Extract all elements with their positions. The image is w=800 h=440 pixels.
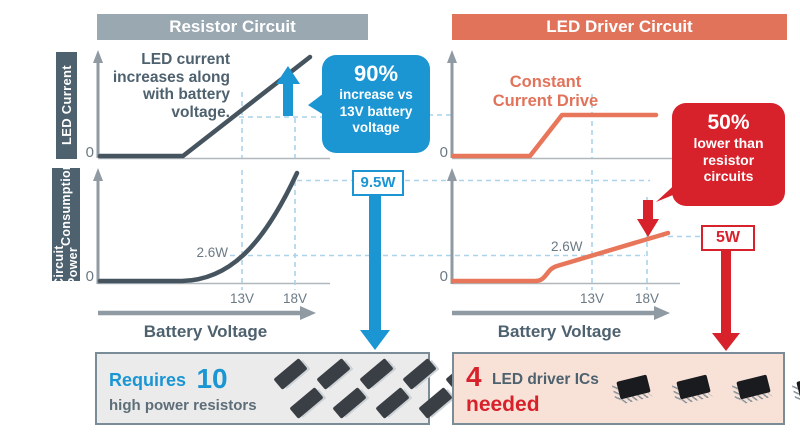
panel-title-resistor-circuit: Resistor Circuit <box>97 14 368 40</box>
row-label-led-current: LED Current <box>56 52 77 159</box>
resistor-current-curve <box>97 54 313 159</box>
note-line: LED current <box>141 51 230 68</box>
callout-headline: 90% <box>353 61 399 86</box>
resistor-icon <box>287 387 324 419</box>
panel-title-led-driver-circuit: LED Driver Circuit <box>452 14 787 40</box>
zero-label: 0 <box>439 144 448 161</box>
ic-icon <box>729 369 779 409</box>
ccd-line: Constant <box>509 73 582 91</box>
note-line: increases along <box>112 68 230 86</box>
power-value-9-5w: 9.5W <box>352 170 404 196</box>
row-label-circuit-power-consumption: Circuit Power Consumption <box>52 162 80 287</box>
ic-icon <box>669 369 719 409</box>
resistor-power-curve <box>97 170 300 284</box>
power-value-5w: 5W <box>701 225 755 251</box>
power-value-2-6w-driver: 2.6W <box>551 239 583 254</box>
resistor-count: 10 <box>196 363 228 394</box>
driver-current-curve <box>450 112 659 159</box>
callout-headline: 50% <box>707 111 750 134</box>
callout-line: voltage <box>352 120 400 135</box>
resistor-icon <box>271 358 308 390</box>
callout-line: circuits <box>703 168 754 184</box>
dashed-guide-lines <box>230 92 701 290</box>
resistors-summary-box: Requires 10 high power resistors <box>95 352 496 425</box>
resistors-desc: high power resistors <box>109 397 257 414</box>
ics-desc: needed <box>466 392 540 416</box>
red-down-arrow-icon <box>712 249 740 351</box>
x-axis-arrows <box>98 306 670 320</box>
callout-line: lower than <box>693 135 764 151</box>
led-driver-ics-summary-box: 4 LED driver ICs needed <box>452 352 800 425</box>
resistor-icon <box>330 387 367 419</box>
driver-power-curve <box>450 230 671 284</box>
callout-90-percent-increase: 90% increase vs 13V battery voltage <box>308 55 430 153</box>
x-axis-label-battery-voltage: Battery Voltage <box>497 322 622 341</box>
callout-line: 13V battery <box>339 103 413 119</box>
tick-18v: 18V <box>634 291 660 306</box>
tick-13v: 13V <box>579 291 605 306</box>
blue-down-arrow-icon <box>360 196 390 350</box>
row-label-led-current-text: LED Current <box>59 65 74 146</box>
ic-count: 4 <box>466 360 482 392</box>
ics-summary-text: 4 LED driver ICs needed <box>454 361 599 417</box>
resistor-icon <box>416 387 453 419</box>
callout-50-percent-lower: 50% lower than resistor circuits <box>656 103 785 206</box>
resistor-icon <box>400 358 437 390</box>
note-line: with battery <box>143 86 230 103</box>
increase-arrow-icon <box>276 66 300 116</box>
zero-label: 0 <box>85 268 94 285</box>
zero-label: 0 <box>85 144 94 161</box>
decrease-arrow-icon <box>637 200 659 237</box>
tick-13v: 13V <box>229 291 255 306</box>
requires-label: Requires <box>109 370 187 390</box>
ic-icon <box>789 369 800 409</box>
zero-label: 0 <box>439 268 448 285</box>
callout-line: increase vs <box>339 87 413 102</box>
x-axis-label-battery-voltage: Battery Voltage <box>143 322 268 341</box>
callout-line: resistor <box>702 151 755 168</box>
ic-label: LED driver ICs <box>492 370 599 388</box>
resistors-summary-text: Requires 10 high power resistors <box>97 363 257 414</box>
ic-icon <box>609 369 659 409</box>
power-value-2-6w-resistor: 2.6W <box>196 245 228 260</box>
resistor-icon <box>357 358 394 390</box>
y-axes <box>93 50 457 284</box>
note-line: voltage. <box>171 103 230 121</box>
tick-18v: 18V <box>282 291 308 306</box>
ic-icons-group <box>609 369 800 409</box>
ccd-line: Current Drive <box>492 91 599 110</box>
resistor-current-note: LED current increases along with battery… <box>90 51 230 121</box>
row-label-power-line2: Consumption <box>59 161 73 246</box>
resistor-icon <box>373 387 410 419</box>
chart-baselines <box>98 157 690 285</box>
constant-current-drive-note: Constant Current Drive <box>478 73 613 110</box>
resistor-icon <box>314 358 351 390</box>
